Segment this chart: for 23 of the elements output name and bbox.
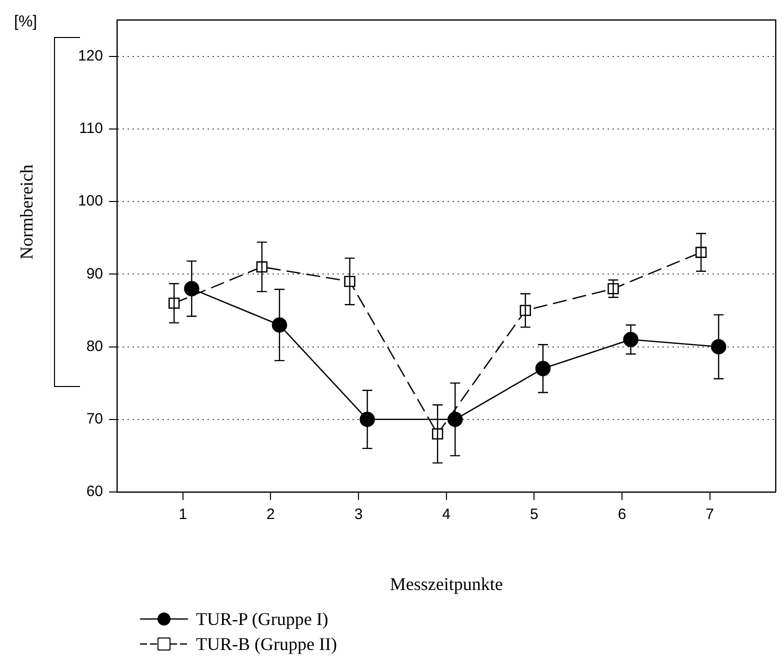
x-tick-label: 2 (266, 506, 275, 524)
x-tick-label: 5 (530, 506, 538, 524)
y-tick-label: 70 (86, 410, 103, 428)
y-tick-label: 60 (86, 483, 103, 500)
x-axis-title: Messzeitpunkte (390, 574, 503, 594)
y-tick-label: 120 (78, 47, 103, 64)
legend-label: TUR-P (Gruppe I) (196, 608, 328, 628)
point (447, 412, 463, 428)
text: Normbereich (16, 164, 37, 260)
y-axis-title: [%] (14, 13, 38, 30)
legend-label: TUR-B (Gruppe II) (196, 634, 337, 654)
x-tick-label: 3 (354, 506, 363, 524)
x-tick-label: 7 (706, 506, 714, 524)
point (535, 360, 551, 376)
y-tick-label: 110 (79, 120, 103, 138)
x-tick-label: 1 (178, 506, 188, 524)
x-tick-label: 6 (618, 506, 626, 524)
y-tick-label: 90 (86, 265, 103, 282)
x-tick-label: 4 (442, 506, 451, 524)
y-tick-label: 80 (86, 338, 103, 355)
y-tick-label: 100 (78, 192, 103, 210)
point (272, 317, 288, 333)
point (710, 339, 726, 354)
